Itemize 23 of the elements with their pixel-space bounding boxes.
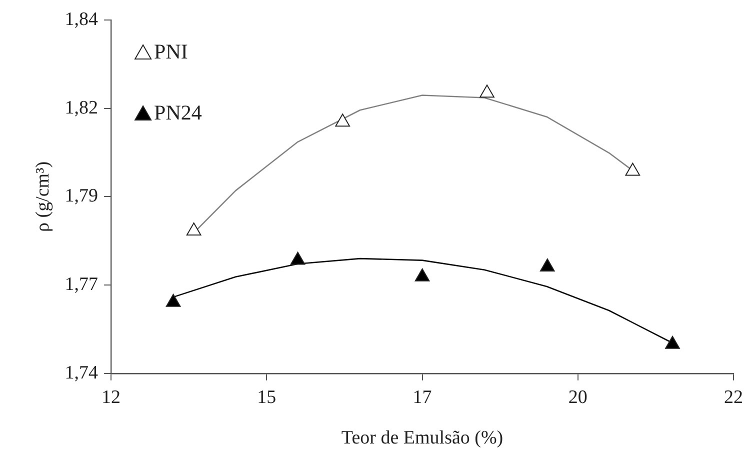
y-axis-title: ρ (g/cm³): [32, 161, 54, 232]
y-tick-label: 1,77: [64, 274, 98, 296]
point: [625, 162, 640, 176]
point: [290, 252, 306, 265]
point: [335, 114, 350, 127]
x-tick-label: 12: [102, 386, 121, 408]
point: [166, 294, 181, 307]
x-tick-label: 15: [257, 386, 276, 408]
y-tick-label: 1,84: [64, 8, 99, 30]
legend-label: PNI: [154, 40, 188, 64]
point: [414, 268, 430, 282]
x-axis-title: Teor de Emulsão (%): [341, 428, 504, 449]
x-tick-label: 22: [724, 386, 743, 408]
point: [480, 84, 494, 98]
y-tick-label: 1,79: [64, 186, 98, 207]
point: [665, 336, 680, 349]
point: [540, 258, 555, 272]
y-tick-label: 1,74: [64, 362, 99, 384]
legend-label: PN24: [154, 100, 202, 125]
x-tick-label: 17: [412, 386, 432, 408]
y-tick-label: 1,82: [64, 97, 98, 118]
x-tick-label: 20: [568, 386, 588, 408]
point: [186, 222, 202, 236]
